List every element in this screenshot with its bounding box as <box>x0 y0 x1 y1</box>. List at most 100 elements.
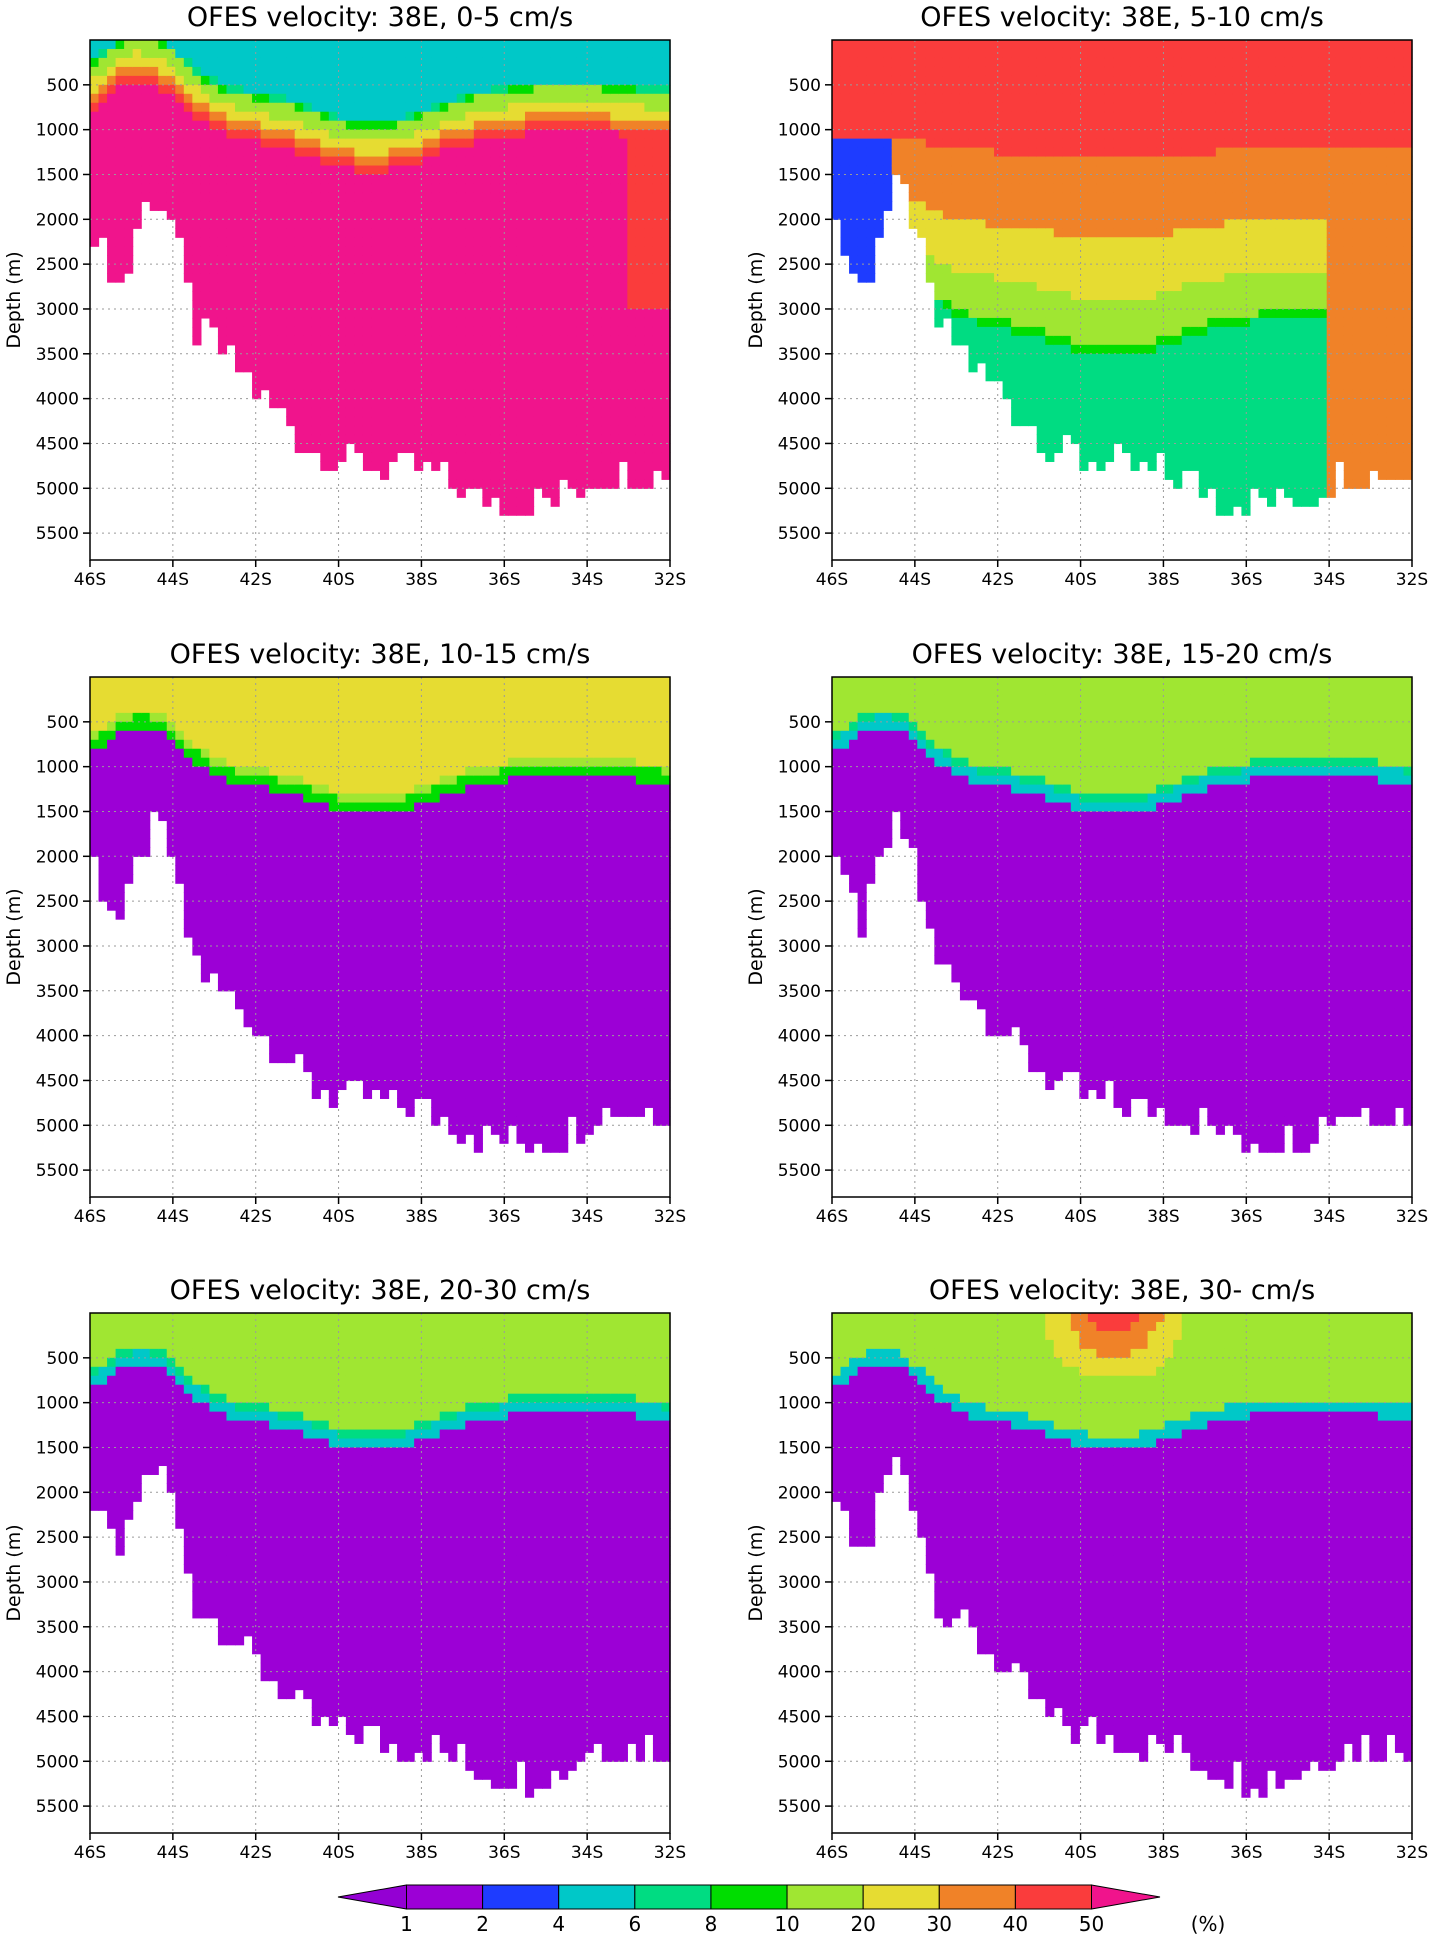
heatmap-cell <box>1062 381 1071 391</box>
heatmap-cell <box>312 228 321 238</box>
heatmap-cell <box>1003 219 1012 229</box>
heatmap-cell <box>218 139 227 149</box>
heatmap-cell <box>431 148 440 158</box>
heatmap-cell <box>252 390 261 400</box>
heatmap-cell <box>1096 103 1105 113</box>
heatmap-cell <box>1199 309 1208 319</box>
heatmap-cell <box>1216 309 1225 319</box>
heatmap-cell <box>1165 219 1174 229</box>
heatmap-cell <box>508 166 517 176</box>
heatmap-cell <box>312 94 321 104</box>
heatmap-cell <box>278 85 287 95</box>
heatmap-cell <box>1165 273 1174 283</box>
heatmap-cell <box>209 273 218 283</box>
heatmap-cell <box>1139 345 1148 355</box>
heatmap-cell <box>534 336 543 346</box>
heatmap-cell <box>900 40 909 50</box>
heatmap-cell <box>661 183 670 193</box>
heatmap-cell <box>474 103 483 113</box>
heatmap-cell <box>525 363 534 373</box>
heatmap-cell <box>1071 210 1080 220</box>
heatmap-cell <box>482 255 491 265</box>
heatmap-cell <box>303 210 312 220</box>
heatmap-cell <box>551 470 560 480</box>
heatmap-cell <box>1003 112 1012 122</box>
heatmap-cell <box>175 183 184 193</box>
heatmap-cell <box>269 273 278 283</box>
heatmap-cell <box>559 201 568 211</box>
heatmap-cell <box>525 40 534 50</box>
heatmap-cell <box>576 327 585 337</box>
heatmap-cell <box>525 67 534 77</box>
heatmap-cell <box>1224 183 1233 193</box>
heatmap-cell <box>602 327 611 337</box>
heatmap-cell <box>354 94 363 104</box>
heatmap-cell <box>1105 399 1114 409</box>
heatmap-cell <box>661 192 670 202</box>
heatmap-cell <box>1216 390 1225 400</box>
heatmap-cell <box>218 121 227 131</box>
heatmap-cell <box>1182 291 1191 301</box>
heatmap-cell <box>209 192 218 202</box>
heatmap-cell <box>1182 237 1191 247</box>
heatmap-cell <box>423 381 432 391</box>
heatmap-cell <box>900 139 909 149</box>
heatmap-cell <box>653 166 662 176</box>
heatmap-cell <box>1096 300 1105 310</box>
heatmap-cell <box>1105 67 1114 77</box>
heatmap-cell <box>303 67 312 77</box>
heatmap-cell <box>303 76 312 86</box>
heatmap-cell <box>653 327 662 337</box>
heatmap-cell <box>977 166 986 176</box>
heatmap-cell <box>534 470 543 480</box>
heatmap-cell <box>1182 255 1191 265</box>
heatmap-cell <box>1139 237 1148 247</box>
heatmap-cell <box>559 40 568 50</box>
heatmap-cell <box>1258 157 1267 167</box>
heatmap-cell <box>354 246 363 256</box>
heatmap-cell <box>661 139 670 149</box>
heatmap-cell <box>235 210 244 220</box>
heatmap-cell <box>116 148 125 158</box>
heatmap-cell <box>525 461 534 471</box>
heatmap-cell <box>320 264 329 274</box>
heatmap-cell <box>568 399 577 409</box>
heatmap-cell <box>1088 112 1097 122</box>
heatmap-cell <box>1011 237 1020 247</box>
heatmap-cell <box>619 309 628 319</box>
heatmap-cell <box>329 76 338 86</box>
heatmap-cell <box>576 139 585 149</box>
heatmap-cell <box>875 103 884 113</box>
heatmap-cell <box>960 130 969 140</box>
heatmap-cell <box>619 434 628 444</box>
heatmap-cell <box>644 228 653 238</box>
heatmap-cell <box>636 354 645 364</box>
heatmap-cell <box>406 94 415 104</box>
heatmap-cell <box>295 336 304 346</box>
heatmap-cell <box>1199 219 1208 229</box>
heatmap-cell <box>883 192 892 202</box>
heatmap-cell <box>644 399 653 409</box>
heatmap-cell <box>602 94 611 104</box>
heatmap-cell <box>1216 67 1225 77</box>
heatmap-cell <box>508 452 517 462</box>
heatmap-cell <box>849 130 858 140</box>
heatmap-cell <box>849 103 858 113</box>
heatmap-cell <box>99 166 108 176</box>
heatmap-cell <box>312 210 321 220</box>
heatmap-cell <box>508 40 517 50</box>
heatmap-cell <box>1173 470 1182 480</box>
heatmap-cell <box>1182 183 1191 193</box>
heatmap-cell <box>397 363 406 373</box>
heatmap-cell <box>150 40 159 50</box>
heatmap-cell <box>1054 309 1063 319</box>
heatmap-cell <box>1267 210 1276 220</box>
heatmap-cell <box>312 408 321 418</box>
heatmap-cell <box>389 76 398 86</box>
heatmap-cell <box>568 174 577 184</box>
heatmap-cell <box>371 408 380 418</box>
heatmap-cell <box>909 192 918 202</box>
heatmap-cell <box>1088 148 1097 158</box>
heatmap-cell <box>201 255 210 265</box>
heatmap-cell <box>508 443 517 453</box>
